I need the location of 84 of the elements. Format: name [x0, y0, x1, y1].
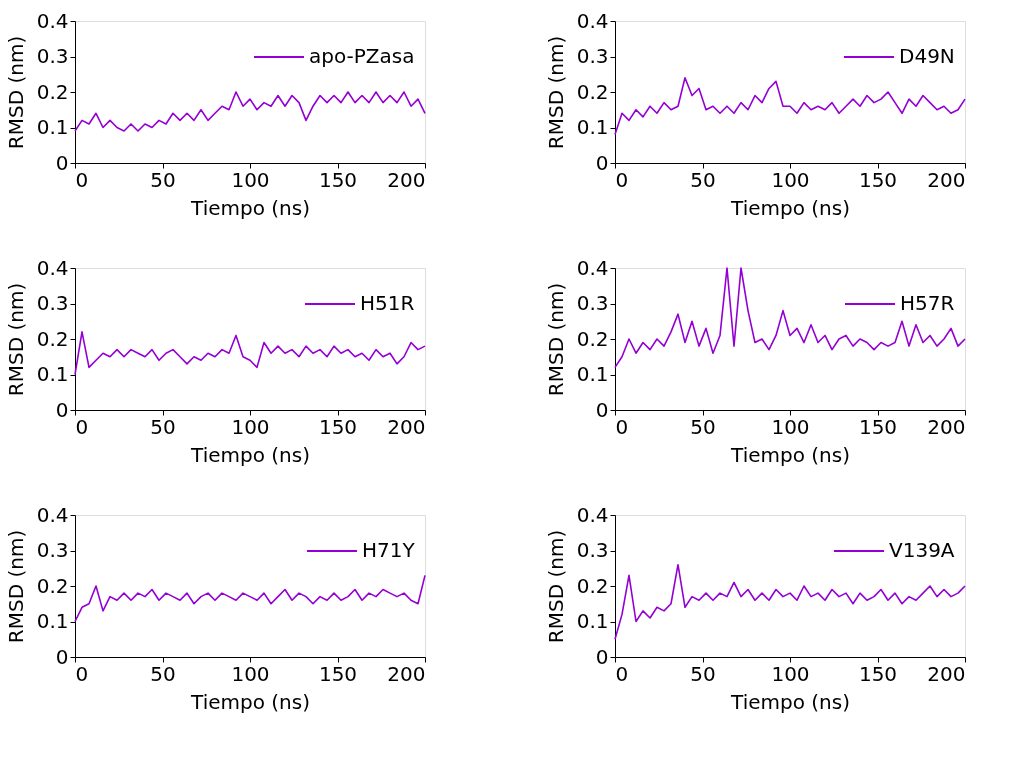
legend-label: H57R [900, 291, 955, 315]
y-tick-label: 0.3 [36, 44, 69, 68]
x-tick-label: 50 [150, 661, 176, 686]
y-tick-label: 0.4 [576, 8, 609, 33]
y-tick-label: 0.2 [36, 79, 69, 104]
x-tick-label: 0 [75, 167, 89, 192]
x-tick-label: 150 [318, 661, 358, 686]
y-tick-label: 0.2 [576, 79, 609, 104]
x-tick-label: 50 [690, 661, 716, 686]
y-axis-title: RMSD (nm) [543, 529, 568, 644]
y-tick-label: 0.3 [36, 291, 69, 315]
line-series [74, 574, 426, 623]
x-tick-label: 50 [150, 414, 176, 439]
y-tick-label: 0.1 [576, 115, 609, 139]
x-tick-label: 100 [771, 167, 810, 192]
y-tick-label: 0.1 [36, 115, 69, 139]
y-axis-title: RMSD (nm) [543, 35, 568, 150]
line-series [614, 77, 966, 136]
x-tick-label: 50 [690, 414, 716, 439]
x-tick-label: 100 [771, 414, 810, 439]
x-tick-label: 100 [231, 661, 270, 686]
x-tick-label: 150 [858, 167, 898, 192]
legend-label: D49N [899, 44, 955, 68]
line-series [74, 331, 426, 376]
y-tick-label: 0.3 [576, 44, 609, 68]
x-tick-label: 0 [615, 661, 629, 686]
x-tick-label: 50 [150, 167, 176, 192]
y-tick-label: 0 [595, 397, 609, 422]
x-axis-title: Tiempo (ns) [730, 195, 850, 220]
line-series [614, 267, 966, 369]
y-tick-label: 0.1 [576, 609, 609, 633]
y-tick-label: 0.4 [36, 502, 69, 527]
x-tick-label: 100 [231, 167, 270, 192]
y-tick-label: 0.4 [36, 255, 69, 280]
legend-label: apo-PZasa [309, 44, 415, 68]
x-tick-label: 0 [75, 661, 89, 686]
x-tick-label: 150 [858, 661, 898, 686]
y-tick-label: 0.4 [576, 255, 609, 280]
y-tick-label: 0.3 [576, 291, 609, 315]
y-axis-title: RMSD (nm) [3, 35, 28, 150]
y-tick-label: 0 [55, 150, 69, 175]
line-series [74, 91, 426, 132]
y-tick-label: 0.1 [576, 362, 609, 386]
x-tick-label: 200 [387, 167, 426, 192]
y-tick-label: 0.3 [36, 538, 69, 562]
line-series [614, 563, 966, 641]
y-tick-label: 0.2 [36, 326, 69, 351]
y-tick-label: 0.1 [36, 362, 69, 386]
x-tick-label: 50 [690, 167, 716, 192]
x-tick-label: 200 [387, 661, 426, 686]
y-tick-label: 0.4 [576, 502, 609, 527]
x-tick-label: 150 [318, 414, 358, 439]
y-tick-label: 0 [595, 150, 609, 175]
x-axis-title: Tiempo (ns) [730, 442, 850, 467]
x-tick-label: 200 [927, 661, 966, 686]
y-tick-label: 0.2 [36, 573, 69, 598]
x-tick-label: 0 [615, 414, 629, 439]
y-tick-label: 0.1 [36, 609, 69, 633]
x-tick-label: 200 [927, 167, 966, 192]
x-axis-title: Tiempo (ns) [190, 689, 310, 714]
y-tick-label: 0.4 [36, 8, 69, 33]
y-axis-title: RMSD (nm) [3, 529, 28, 644]
y-tick-label: 0 [595, 644, 609, 669]
x-tick-label: 0 [615, 167, 629, 192]
y-tick-label: 0 [55, 644, 69, 669]
legend-label: H51R [360, 291, 415, 315]
x-axis-title: Tiempo (ns) [190, 442, 310, 467]
y-tick-label: 0.3 [576, 538, 609, 562]
x-tick-label: 0 [75, 414, 89, 439]
x-tick-label: 150 [318, 167, 358, 192]
x-axis-title: Tiempo (ns) [730, 689, 850, 714]
x-tick-label: 100 [771, 661, 810, 686]
legend-label: V139A [889, 538, 955, 562]
y-tick-label: 0.2 [576, 573, 609, 598]
y-axis-title: RMSD (nm) [3, 282, 28, 397]
x-tick-label: 100 [231, 414, 270, 439]
x-tick-label: 200 [927, 414, 966, 439]
x-tick-label: 150 [858, 414, 898, 439]
x-tick-label: 200 [387, 414, 426, 439]
y-tick-label: 0.2 [576, 326, 609, 351]
y-axis-title: RMSD (nm) [543, 282, 568, 397]
legend-label: H71Y [362, 538, 416, 562]
y-tick-label: 0 [55, 397, 69, 422]
x-axis-title: Tiempo (ns) [190, 195, 310, 220]
